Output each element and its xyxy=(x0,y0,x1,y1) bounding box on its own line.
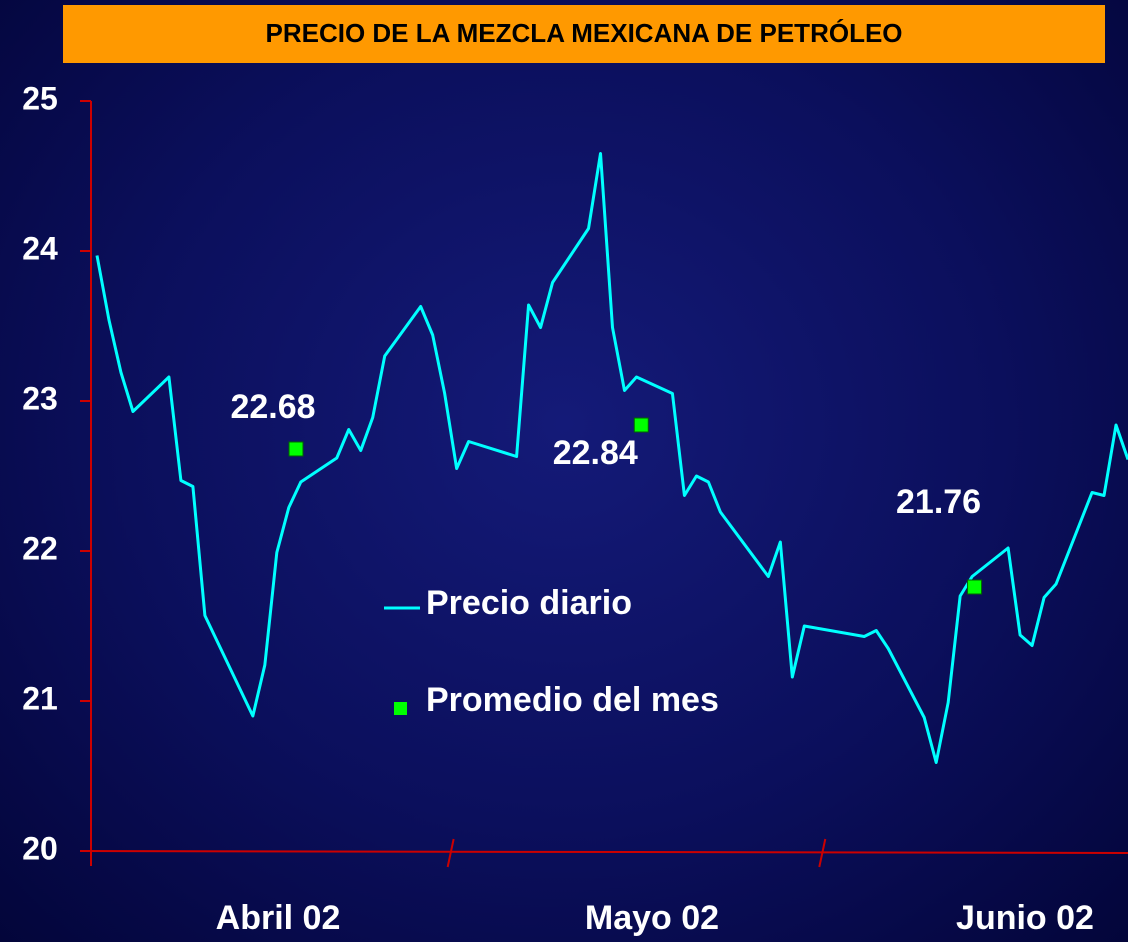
average-marker xyxy=(633,417,649,433)
x-tick xyxy=(818,838,827,868)
y-tick-label: 20 xyxy=(22,830,58,866)
x-tick xyxy=(446,838,455,868)
y-tick-label: 21 xyxy=(22,680,58,716)
data-label: 21.76 xyxy=(896,483,981,521)
y-tick-label: 22 xyxy=(22,530,58,566)
x-tick-label: Mayo 02 xyxy=(585,899,719,937)
average-marker xyxy=(967,579,983,595)
price-line xyxy=(95,152,1128,764)
y-tick-label: 23 xyxy=(22,380,58,416)
y-tick-label: 24 xyxy=(22,230,58,266)
x-tick-label: Junio 02 xyxy=(956,899,1094,937)
legend-swatch xyxy=(394,702,407,715)
legend-label: Promedio del mes xyxy=(426,681,719,719)
data-label: 22.68 xyxy=(230,388,315,426)
x-tick-label: Abril 02 xyxy=(216,899,341,937)
legend-label: Precio diario xyxy=(426,584,632,622)
x-axis xyxy=(79,850,1128,854)
title-box xyxy=(63,5,1105,63)
data-label: 22.84 xyxy=(553,434,638,472)
average-marker xyxy=(288,441,304,457)
chart-title: PRECIO DE LA MEZCLA MEXICANA DE PETRÓLEO xyxy=(265,18,902,48)
y-tick-label: 25 xyxy=(22,80,58,116)
